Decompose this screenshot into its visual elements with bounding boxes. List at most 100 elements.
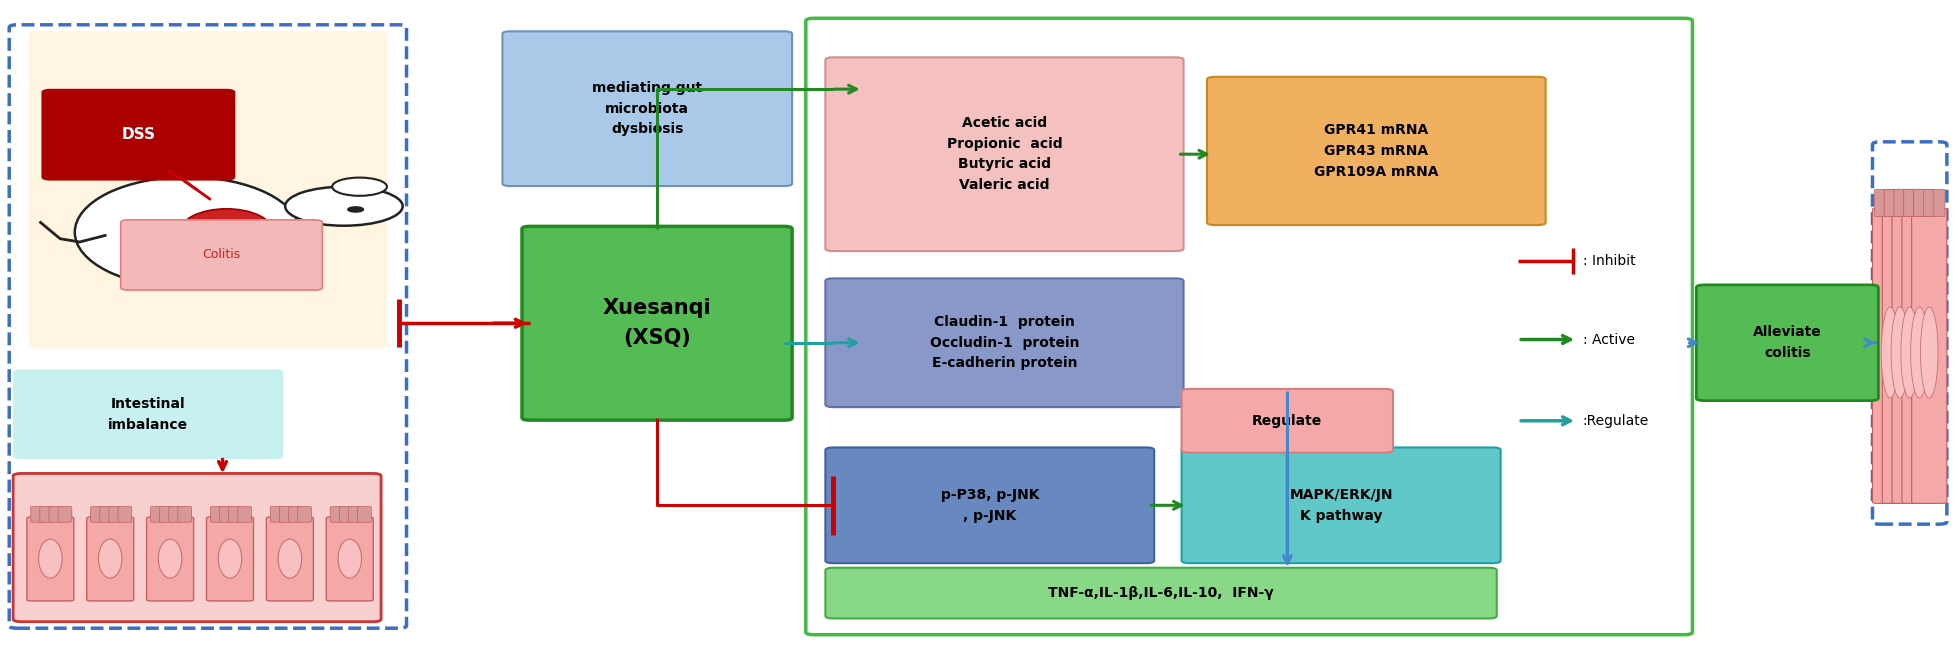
FancyBboxPatch shape — [29, 31, 386, 349]
Ellipse shape — [1921, 307, 1938, 398]
Text: p-P38, p-JNK
, p-JNK: p-P38, p-JNK , p-JNK — [941, 488, 1039, 522]
Text: Alleviate
colitis: Alleviate colitis — [1752, 325, 1821, 360]
FancyBboxPatch shape — [159, 507, 172, 522]
FancyBboxPatch shape — [1872, 142, 1946, 524]
FancyBboxPatch shape — [100, 507, 114, 522]
FancyBboxPatch shape — [151, 507, 165, 522]
FancyBboxPatch shape — [280, 507, 294, 522]
FancyBboxPatch shape — [90, 507, 104, 522]
Text: Xuesanqi
(XSQ): Xuesanqi (XSQ) — [604, 298, 711, 348]
FancyBboxPatch shape — [43, 90, 235, 180]
FancyBboxPatch shape — [59, 507, 73, 522]
FancyBboxPatch shape — [298, 507, 312, 522]
FancyBboxPatch shape — [1207, 77, 1546, 225]
Text: mediating gut
microbiota
dysbiosis: mediating gut microbiota dysbiosis — [592, 81, 702, 136]
FancyBboxPatch shape — [1933, 189, 1944, 217]
FancyBboxPatch shape — [118, 507, 131, 522]
Text: Intestinal
imbalance: Intestinal imbalance — [108, 397, 188, 432]
FancyBboxPatch shape — [502, 31, 792, 186]
Text: Regulate: Regulate — [1252, 414, 1323, 428]
FancyBboxPatch shape — [1874, 189, 1886, 217]
FancyBboxPatch shape — [1923, 189, 1935, 217]
Ellipse shape — [1911, 307, 1929, 398]
FancyBboxPatch shape — [825, 447, 1154, 563]
FancyBboxPatch shape — [14, 370, 284, 459]
Ellipse shape — [218, 539, 241, 578]
Text: Acetic acid
Propionic  acid
Butyric acid
Valeric acid: Acetic acid Propionic acid Butyric acid … — [947, 116, 1062, 192]
FancyBboxPatch shape — [220, 507, 233, 522]
FancyBboxPatch shape — [1182, 389, 1394, 453]
Ellipse shape — [159, 539, 182, 578]
Text: Colitis: Colitis — [202, 249, 241, 261]
Ellipse shape — [1891, 307, 1909, 398]
FancyBboxPatch shape — [237, 507, 251, 522]
FancyBboxPatch shape — [27, 517, 74, 601]
Text: DSS: DSS — [122, 127, 155, 142]
FancyBboxPatch shape — [825, 567, 1497, 618]
FancyBboxPatch shape — [1911, 208, 1946, 503]
FancyBboxPatch shape — [329, 507, 343, 522]
FancyBboxPatch shape — [14, 473, 380, 622]
Ellipse shape — [74, 177, 300, 287]
Ellipse shape — [1901, 307, 1919, 398]
FancyBboxPatch shape — [339, 507, 353, 522]
FancyBboxPatch shape — [288, 507, 302, 522]
FancyBboxPatch shape — [1903, 189, 1915, 217]
FancyBboxPatch shape — [325, 517, 372, 601]
Circle shape — [286, 187, 402, 226]
FancyBboxPatch shape — [349, 507, 363, 522]
FancyBboxPatch shape — [825, 278, 1184, 407]
FancyBboxPatch shape — [178, 507, 192, 522]
FancyBboxPatch shape — [521, 227, 792, 420]
Text: :Regulate: :Regulate — [1584, 414, 1648, 428]
FancyBboxPatch shape — [1893, 189, 1905, 217]
FancyBboxPatch shape — [1882, 208, 1917, 503]
Text: MAPK/ERK/JN
K pathway: MAPK/ERK/JN K pathway — [1290, 488, 1394, 522]
Text: Claudin-1  protein
Occludin-1  protein
E-cadherin protein: Claudin-1 protein Occludin-1 protein E-c… — [929, 315, 1080, 370]
FancyBboxPatch shape — [1893, 189, 1905, 217]
FancyBboxPatch shape — [1872, 208, 1907, 503]
Text: TNF-α,IL-1β,IL-6,IL-10,  IFN-γ: TNF-α,IL-1β,IL-6,IL-10, IFN-γ — [1049, 586, 1274, 600]
FancyBboxPatch shape — [169, 507, 182, 522]
FancyBboxPatch shape — [825, 57, 1184, 251]
FancyBboxPatch shape — [1913, 189, 1925, 217]
Ellipse shape — [98, 539, 122, 578]
Ellipse shape — [180, 209, 274, 255]
FancyBboxPatch shape — [1891, 208, 1927, 503]
FancyBboxPatch shape — [1923, 189, 1935, 217]
FancyBboxPatch shape — [122, 220, 321, 290]
FancyBboxPatch shape — [270, 507, 284, 522]
Text: : Active: : Active — [1584, 332, 1635, 347]
FancyBboxPatch shape — [1893, 189, 1905, 217]
Ellipse shape — [1882, 307, 1899, 398]
FancyBboxPatch shape — [1884, 189, 1895, 217]
Ellipse shape — [278, 539, 302, 578]
FancyBboxPatch shape — [1901, 208, 1936, 503]
Text: : Inhibit: : Inhibit — [1584, 255, 1635, 268]
FancyBboxPatch shape — [10, 25, 406, 628]
Ellipse shape — [39, 539, 63, 578]
FancyBboxPatch shape — [1884, 189, 1895, 217]
FancyBboxPatch shape — [49, 507, 63, 522]
FancyBboxPatch shape — [1903, 189, 1915, 217]
FancyBboxPatch shape — [210, 507, 223, 522]
FancyBboxPatch shape — [806, 18, 1691, 635]
Circle shape — [347, 207, 363, 212]
FancyBboxPatch shape — [39, 507, 53, 522]
FancyBboxPatch shape — [206, 517, 253, 601]
FancyBboxPatch shape — [357, 507, 370, 522]
Ellipse shape — [337, 539, 361, 578]
FancyBboxPatch shape — [86, 517, 133, 601]
FancyBboxPatch shape — [31, 507, 45, 522]
FancyBboxPatch shape — [229, 507, 243, 522]
FancyBboxPatch shape — [147, 517, 194, 601]
Circle shape — [331, 178, 386, 196]
FancyBboxPatch shape — [1182, 447, 1501, 563]
FancyBboxPatch shape — [1913, 189, 1925, 217]
FancyBboxPatch shape — [1695, 285, 1878, 401]
FancyBboxPatch shape — [110, 507, 123, 522]
FancyBboxPatch shape — [267, 517, 314, 601]
FancyBboxPatch shape — [1903, 189, 1915, 217]
FancyBboxPatch shape — [1913, 189, 1925, 217]
Text: GPR41 mRNA
GPR43 mRNA
GPR109A mRNA: GPR41 mRNA GPR43 mRNA GPR109A mRNA — [1313, 123, 1439, 178]
